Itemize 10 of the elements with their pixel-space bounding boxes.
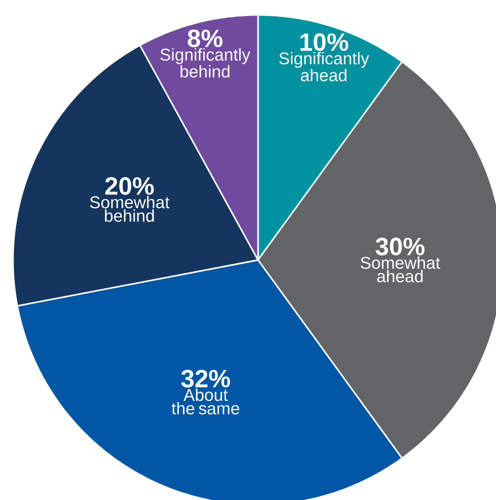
slice-label: Significantly behind [160,48,250,78]
data-label: 8% [188,30,222,48]
slice-label: Significantly ahead [279,52,370,82]
slice-label: Somewhat behind [90,196,170,222]
slice-label: About the same [172,388,240,414]
data-label: 32% [181,370,230,388]
slice-label: Somewhat ahead [360,256,440,282]
data-label: 30% [376,238,424,256]
data-label: 20% [105,177,154,195]
data-label: 10% [300,33,348,51]
